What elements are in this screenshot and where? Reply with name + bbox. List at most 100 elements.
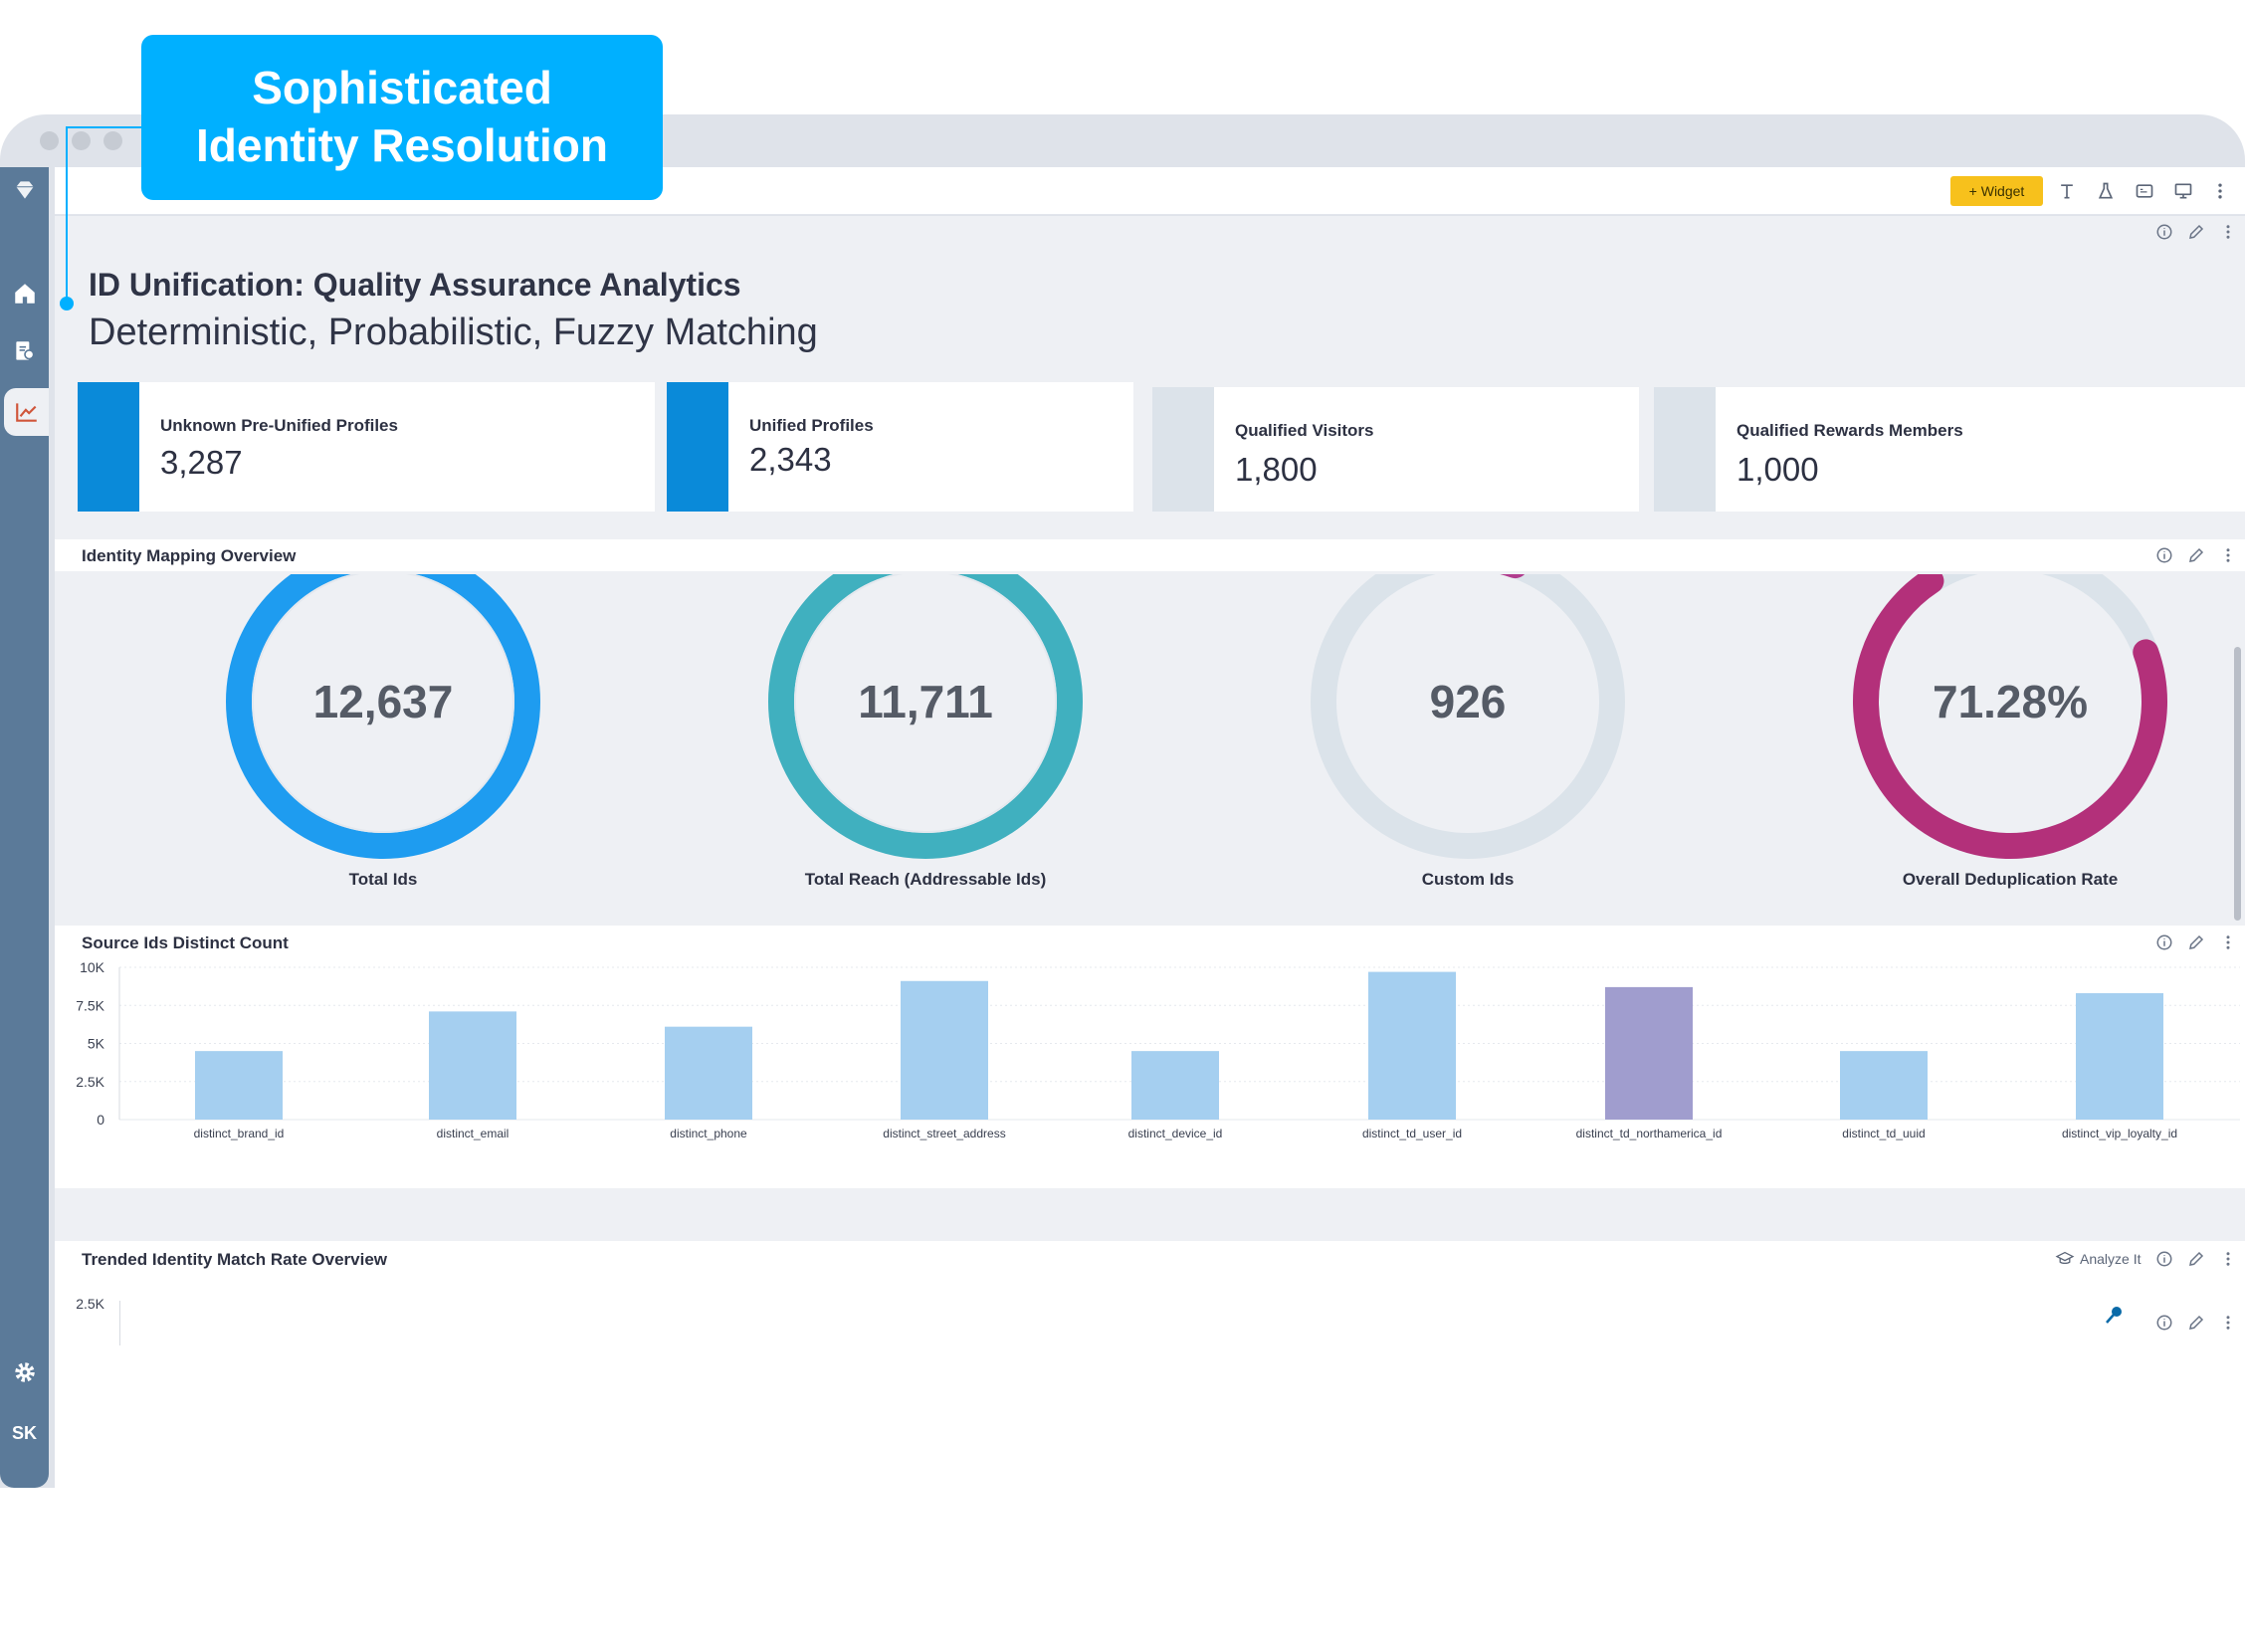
bar[interactable] — [1840, 1051, 1928, 1120]
text-icon[interactable] — [2055, 179, 2079, 203]
kpi-card[interactable]: Qualified Rewards Members 1,000 — [1654, 387, 2245, 512]
analyze-it-label: Analyze It — [2080, 1251, 2142, 1267]
widget-actions — [2155, 933, 2237, 951]
more-vertical-icon[interactable] — [2208, 179, 2232, 203]
user-avatar[interactable]: SK — [11, 1423, 37, 1443]
y-tick-label: 10K — [80, 959, 105, 975]
callout-dot — [60, 297, 74, 310]
analyze-it-button[interactable]: Analyze It — [2055, 1251, 2141, 1267]
kpi-value: 3,287 — [160, 444, 243, 481]
window-dot-icon — [40, 131, 59, 150]
x-tick-label: distinct_td_user_id — [1362, 1127, 1462, 1140]
sidebar-item-analytics[interactable] — [4, 388, 49, 436]
bar[interactable] — [665, 1026, 752, 1120]
y-tick-label: 2.5K — [76, 1296, 104, 1312]
donut-label: Total Reach (Addressable Ids) — [804, 870, 1047, 889]
vertical-scrollbar[interactable] — [2234, 647, 2241, 921]
info-icon[interactable] — [2155, 1314, 2173, 1332]
window-dot-icon — [72, 131, 91, 150]
callout-line1: Sophisticated — [252, 62, 552, 113]
kpi-value: 1,000 — [1736, 451, 1819, 488]
kpi-value: 1,800 — [1235, 451, 1318, 488]
pencil-icon[interactable] — [2187, 546, 2205, 564]
y-tick-label: 2.5K — [76, 1074, 104, 1090]
donut-arc — [768, 574, 1083, 859]
trend-panel: Trended Identity Match Rate Overview Ana… — [55, 1241, 2245, 1488]
gear-icon[interactable] — [10, 1357, 40, 1387]
source-ids-bar-chart: 0 2.5K 5K 7.5K 10K distinct_brand_id distinct_… — [76, 959, 2240, 1140]
bar[interactable] — [2076, 993, 2163, 1120]
graduation-cap-icon — [2055, 1251, 2075, 1265]
pencil-icon[interactable] — [2187, 1250, 2205, 1268]
y-tick-label: 5K — [88, 1036, 105, 1052]
x-tick-label: distinct_email — [437, 1127, 510, 1140]
pin-icon[interactable] — [2103, 1304, 2127, 1328]
widget-actions — [2155, 1250, 2237, 1268]
header-widget-actions — [2155, 223, 2237, 241]
kpi-color-bar — [1654, 387, 1716, 512]
x-tick-label: distinct_device_id — [1128, 1127, 1223, 1140]
kpi-label: Qualified Visitors — [1235, 421, 1374, 440]
donut-arc — [226, 574, 540, 859]
kpi-card[interactable]: Qualified Visitors 1,800 — [1152, 387, 1639, 512]
info-icon[interactable] — [2155, 1250, 2173, 1268]
kpi-color-bar — [1152, 387, 1214, 512]
dashboard-content: ID Unification: Quality Assurance Analyt… — [55, 216, 2245, 1488]
info-icon[interactable] — [2155, 223, 2173, 241]
kpi-card[interactable]: Unified Profiles 2,343 — [667, 382, 1133, 512]
y-axis-line — [119, 1301, 120, 1345]
identity-mapping-header: Identity Mapping Overview — [55, 539, 2245, 571]
more-vertical-icon[interactable] — [2219, 933, 2237, 951]
donut-label: Overall Deduplication Rate — [1902, 870, 2119, 889]
spacer-widget-actions — [2155, 1314, 2237, 1332]
donut-label: Custom Ids — [1421, 870, 1515, 889]
more-vertical-icon[interactable] — [2219, 1314, 2237, 1332]
home-icon[interactable] — [10, 279, 40, 309]
callout-connector — [66, 126, 142, 304]
pdf-icon[interactable] — [2133, 179, 2156, 203]
x-tick-label: distinct_street_address — [883, 1127, 1005, 1140]
dashboard-subtitle: Deterministic, Probabilistic, Fuzzy Matc… — [89, 311, 818, 353]
dashboard-title: ID Unification: Quality Assurance Analyt… — [89, 267, 741, 303]
kpi-color-bar — [667, 382, 728, 512]
kpi-label: Qualified Rewards Members — [1736, 421, 1963, 440]
add-widget-button[interactable]: + Widget — [1950, 176, 2043, 206]
bar[interactable] — [1368, 971, 1456, 1120]
pencil-icon[interactable] — [2187, 933, 2205, 951]
profile-document-icon[interactable] — [10, 336, 40, 366]
kpi-card[interactable]: Unknown Pre-Unified Profiles 3,287 — [78, 382, 655, 512]
identity-mapping-donuts: 12,637 11,711 926 71.28% — [55, 574, 2245, 928]
bar[interactable] — [1131, 1051, 1219, 1120]
kpi-value: 2,343 — [749, 441, 832, 478]
x-tick-label: distinct_phone — [670, 1127, 747, 1140]
gem-logo-icon[interactable] — [10, 175, 40, 205]
source-ids-panel: Source Ids Distinct Count 0 2.5K 5K 7.5K 10K… — [55, 926, 2245, 1188]
x-tick-label: distinct_td_northamerica_id — [1576, 1127, 1723, 1140]
bar[interactable] — [901, 980, 988, 1120]
donut-value: 71.28% — [1933, 676, 2088, 727]
flask-icon[interactable] — [2094, 179, 2118, 203]
kpi-label: Unknown Pre-Unified Profiles — [160, 416, 398, 435]
pencil-icon[interactable] — [2187, 223, 2205, 241]
more-vertical-icon[interactable] — [2219, 546, 2237, 564]
line-chart-icon[interactable] — [12, 397, 42, 427]
monitor-icon[interactable] — [2171, 179, 2195, 203]
more-vertical-icon[interactable] — [2219, 223, 2237, 241]
bar[interactable] — [429, 1011, 516, 1120]
panel-title: Source Ids Distinct Count — [82, 933, 289, 952]
more-vertical-icon[interactable] — [2219, 1250, 2237, 1268]
donut-track — [1311, 574, 1625, 859]
donut-value: 12,637 — [313, 676, 454, 727]
kpi-color-bar — [78, 382, 139, 512]
info-icon[interactable] — [2155, 933, 2173, 951]
info-icon[interactable] — [2155, 546, 2173, 564]
callout-line2: Identity Resolution — [196, 119, 608, 171]
donut-label: Total Ids — [348, 870, 418, 889]
pencil-icon[interactable] — [2187, 1314, 2205, 1332]
donut-chart-canvas: 12,637 11,711 926 71.28% — [226, 574, 2167, 860]
bar[interactable] — [195, 1051, 283, 1120]
y-tick-label: 7.5K — [76, 997, 104, 1013]
bar[interactable] — [1605, 986, 1693, 1120]
window-dot-icon — [103, 131, 122, 150]
x-tick-label: distinct_brand_id — [194, 1127, 285, 1140]
